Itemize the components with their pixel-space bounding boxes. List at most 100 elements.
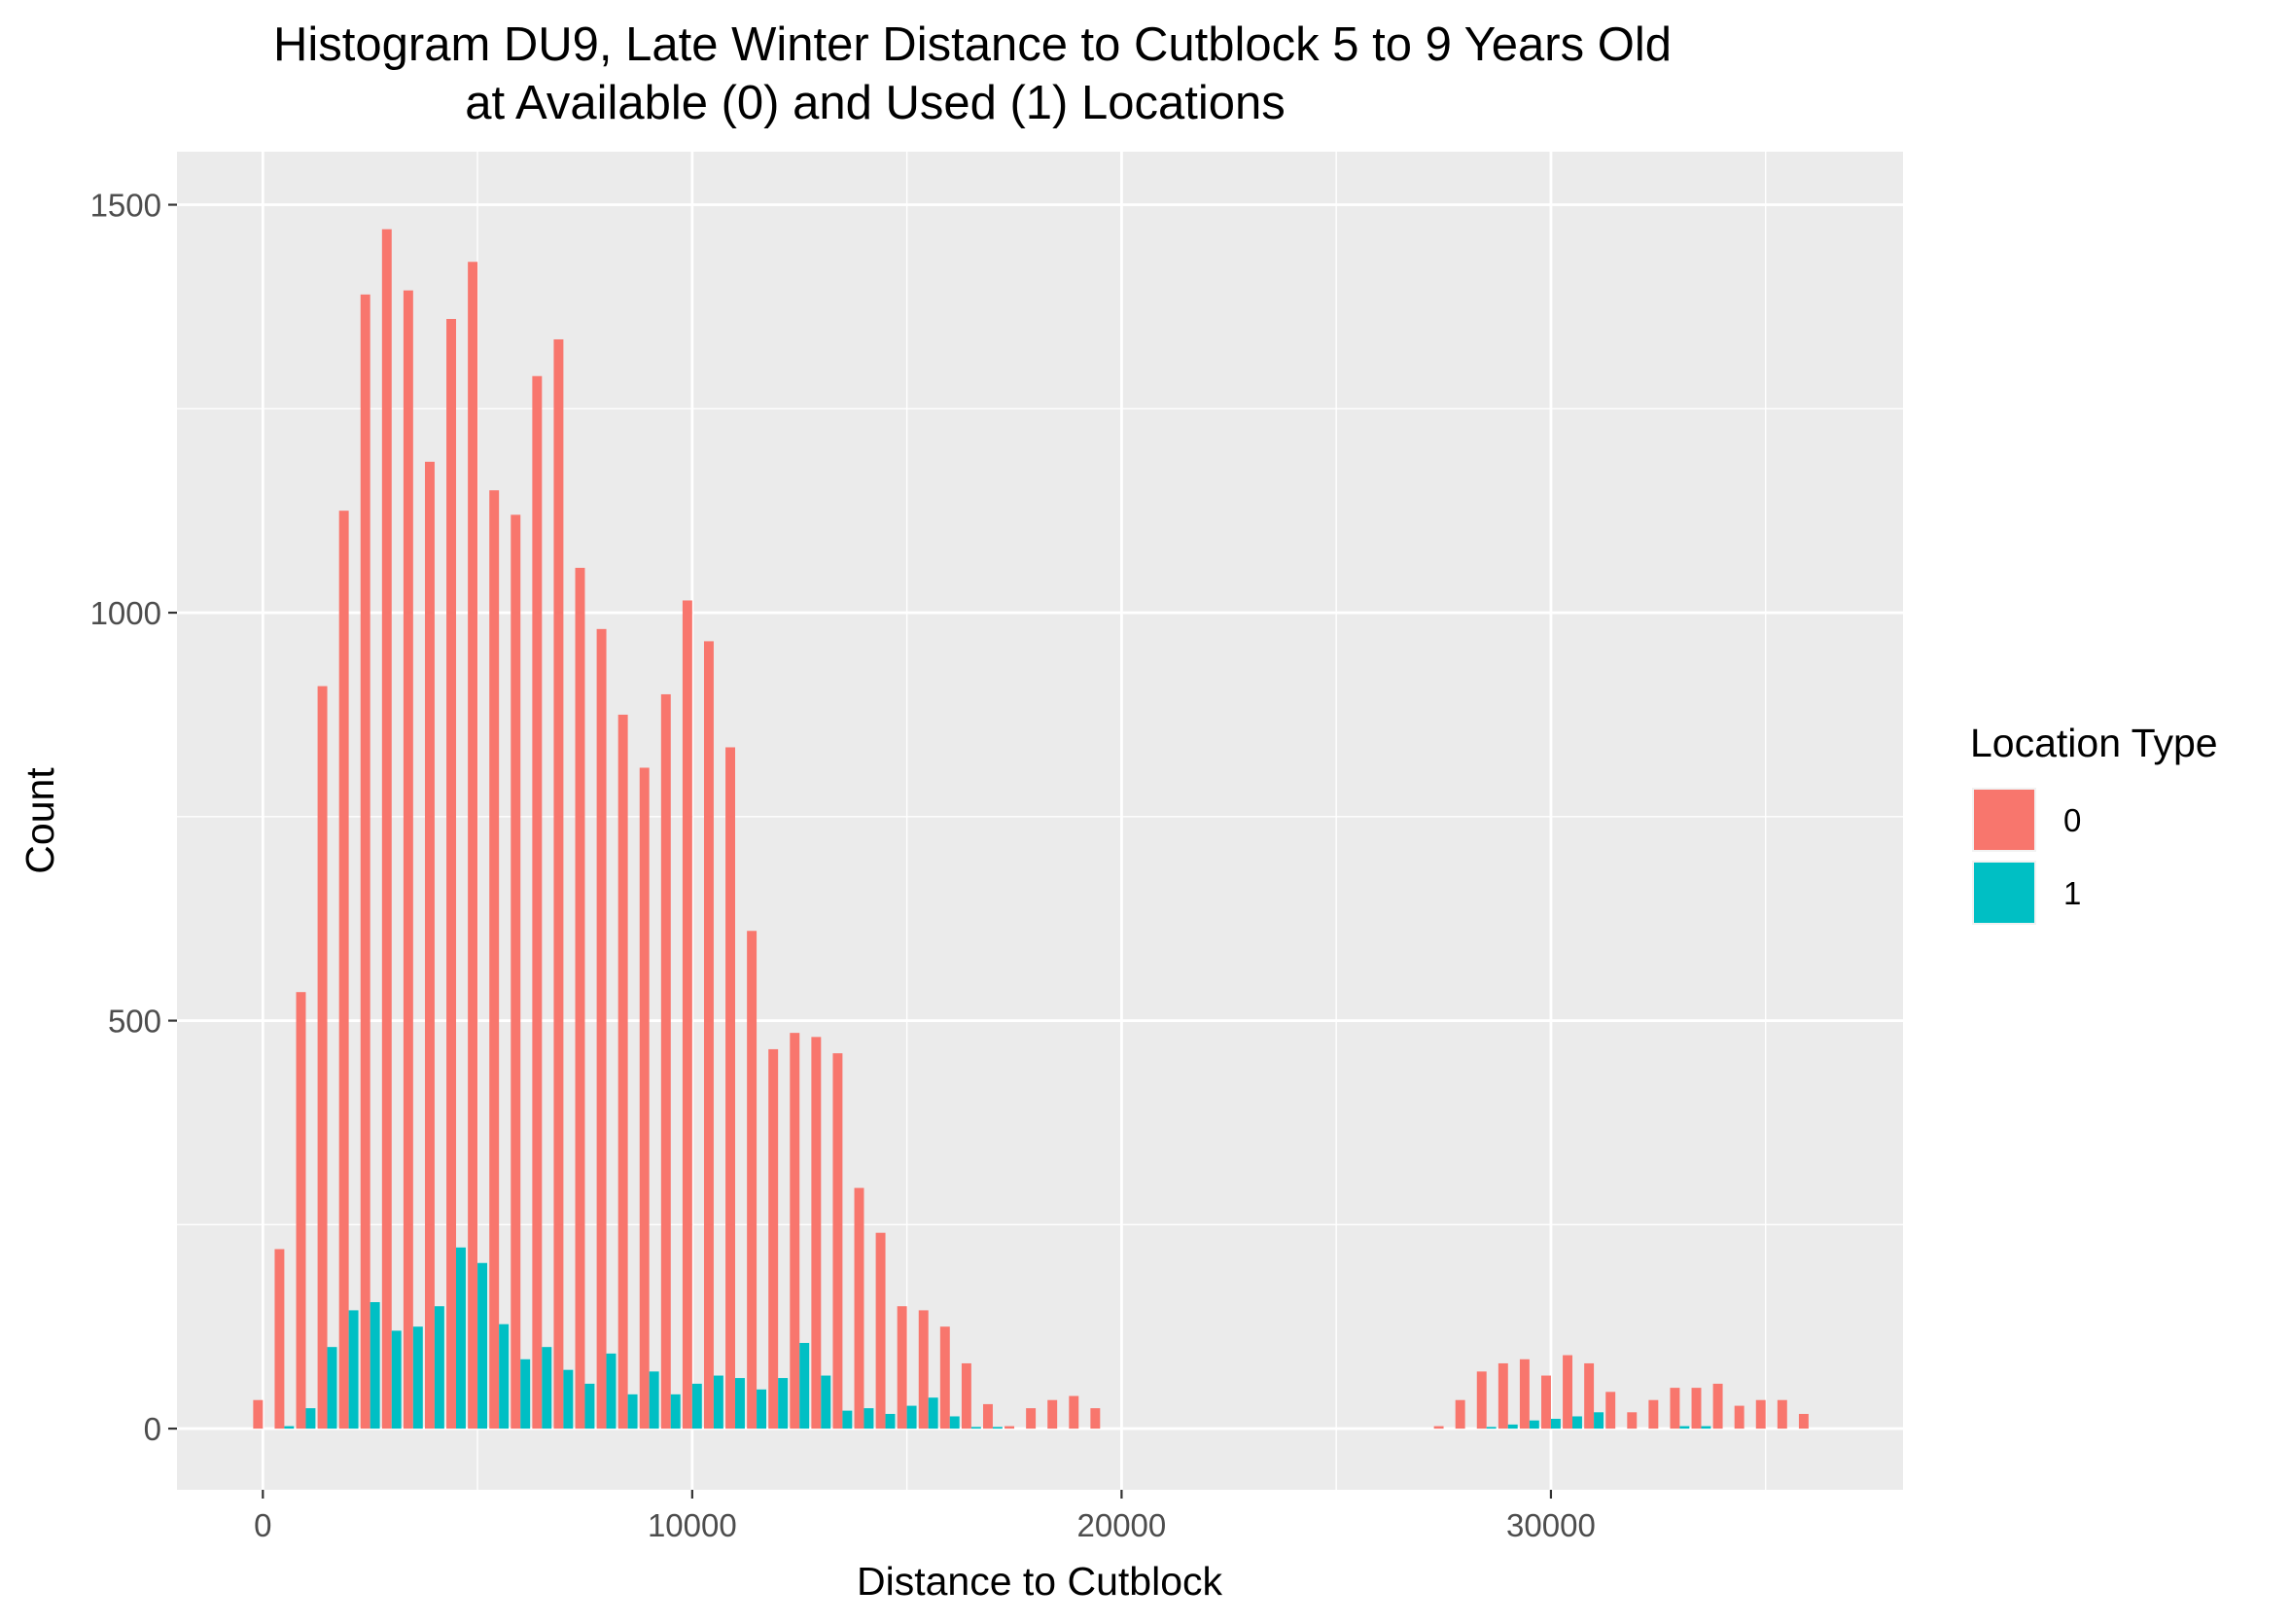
bar-series-0	[468, 262, 478, 1430]
chart-title: Histogram DU9, Late Winter Distance to C…	[273, 18, 1672, 71]
bar-series-0	[1755, 1399, 1766, 1430]
x-axis: 0 10000 20000 30000	[254, 1490, 1596, 1543]
plot-panel	[177, 152, 1903, 1490]
bar-series-1	[885, 1413, 896, 1430]
bar-series-0	[1047, 1399, 1058, 1430]
bars	[253, 229, 1809, 1430]
bar-series-0	[768, 1048, 779, 1430]
bar-series-1	[757, 1389, 767, 1430]
y-axis: 0 500 1000 1500	[90, 188, 177, 1447]
bar-series-0	[424, 461, 435, 1430]
bar-series-1	[412, 1326, 423, 1430]
bar-series-1	[1701, 1426, 1711, 1430]
bar-series-0	[682, 600, 692, 1430]
legend-label-1: 1	[2063, 875, 2081, 911]
bar-series-0	[253, 1399, 264, 1430]
bar-series-0	[1455, 1399, 1465, 1430]
bar-series-1	[1550, 1419, 1561, 1430]
bar-series-0	[961, 1362, 971, 1430]
bar-series-0	[790, 1033, 800, 1430]
bar-series-0	[1476, 1371, 1487, 1430]
bar-series-1	[627, 1394, 638, 1430]
bar-series-1	[456, 1247, 466, 1430]
bar-series-1	[778, 1378, 789, 1430]
bar-series-1	[327, 1347, 337, 1430]
bar-series-1	[735, 1378, 745, 1430]
bar-series-0	[1691, 1388, 1702, 1430]
bar-series-0	[747, 931, 758, 1430]
y-axis-title: Count	[18, 767, 62, 874]
bar-series-1	[370, 1302, 380, 1430]
bar-series-0	[725, 747, 736, 1430]
bar-series-0	[1519, 1359, 1530, 1430]
bar-series-0	[1670, 1388, 1680, 1430]
y-tick-label: 1500	[90, 188, 161, 224]
bar-series-1	[520, 1359, 531, 1430]
bar-series-1	[928, 1397, 938, 1430]
bar-series-0	[1605, 1392, 1616, 1430]
y-tick-label: 0	[144, 1411, 161, 1447]
bar-series-0	[446, 319, 457, 1430]
legend-key-0	[1974, 790, 2034, 850]
bar-series-0	[338, 511, 349, 1430]
chart-subtitle: at Available (0) and Used (1) Locations	[465, 77, 1285, 129]
bar-series-1	[970, 1427, 981, 1430]
bar-series-1	[305, 1408, 316, 1430]
bar-series-0	[489, 490, 500, 1430]
bar-series-0	[317, 686, 328, 1430]
bar-series-1	[649, 1371, 659, 1430]
bar-series-1	[821, 1375, 831, 1430]
bar-series-0	[1026, 1408, 1037, 1430]
legend-label-0: 0	[2063, 802, 2081, 838]
bar-series-1	[563, 1369, 574, 1430]
bar-series-1	[284, 1426, 295, 1430]
bar-series-0	[575, 567, 585, 1430]
y-tick-label: 1000	[90, 595, 161, 631]
bar-series-0	[918, 1310, 929, 1430]
bar-series-1	[477, 1262, 488, 1430]
bar-series-0	[1798, 1413, 1809, 1430]
bar-series-0	[274, 1249, 285, 1430]
bar-series-1	[434, 1306, 444, 1430]
bar-series-1	[584, 1383, 595, 1430]
bar-series-0	[511, 514, 521, 1430]
bar-series-1	[348, 1310, 359, 1430]
legend-items: 01	[1972, 788, 2081, 925]
bar-series-1	[1679, 1426, 1690, 1430]
bar-series-0	[982, 1403, 993, 1430]
bar-series-0	[854, 1187, 864, 1430]
bar-series-0	[811, 1037, 822, 1430]
bar-series-0	[1584, 1362, 1595, 1430]
x-tick-label: 10000	[648, 1507, 737, 1543]
bar-series-1	[1594, 1412, 1604, 1430]
x-tick-label: 30000	[1506, 1507, 1596, 1543]
legend-title: Location Type	[1970, 721, 2218, 765]
bar-series-1	[606, 1353, 617, 1430]
bar-series-0	[1627, 1412, 1638, 1430]
bar-series-1	[799, 1342, 810, 1430]
x-tick-label: 20000	[1077, 1507, 1167, 1543]
bar-series-0	[296, 992, 306, 1430]
bar-series-1	[691, 1383, 702, 1430]
y-tick-label: 500	[108, 1004, 161, 1040]
bar-series-0	[1005, 1426, 1015, 1430]
bar-series-0	[660, 693, 671, 1430]
legend: Location Type 01	[1970, 721, 2218, 925]
bar-series-0	[875, 1232, 886, 1430]
bar-series-0	[1563, 1355, 1573, 1430]
bar-series-1	[1529, 1420, 1539, 1430]
bar-series-0	[832, 1053, 843, 1430]
bar-series-0	[1648, 1399, 1659, 1430]
bar-series-0	[1433, 1426, 1444, 1430]
bar-series-0	[703, 641, 714, 1430]
bar-series-1	[864, 1408, 874, 1430]
bar-series-1	[542, 1347, 552, 1430]
bar-series-1	[1486, 1427, 1497, 1430]
bar-series-1	[906, 1405, 917, 1430]
bar-series-0	[553, 338, 564, 1430]
bar-series-1	[499, 1324, 510, 1430]
bar-series-0	[532, 375, 543, 1430]
bar-series-0	[1541, 1375, 1551, 1430]
bar-series-0	[1734, 1405, 1745, 1430]
